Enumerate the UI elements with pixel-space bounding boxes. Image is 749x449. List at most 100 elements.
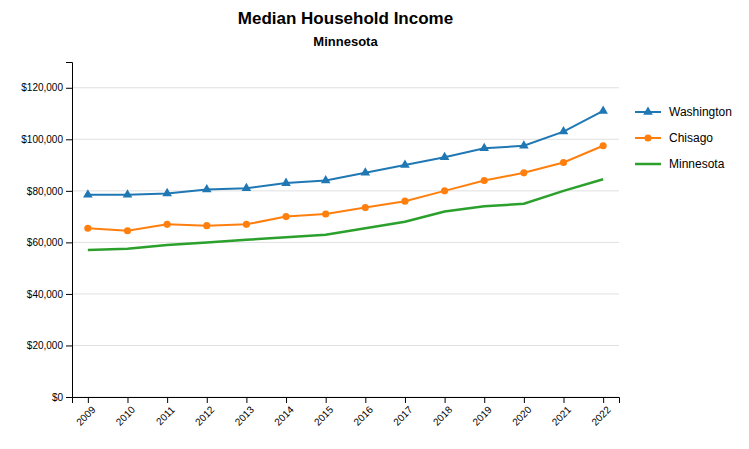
y-tick-label: $60,000: [27, 237, 64, 248]
x-tick-label: 2014: [272, 404, 296, 428]
point: [560, 159, 567, 166]
grid-line: [72, 139, 619, 140]
point: [162, 188, 172, 196]
x-tick-label: 2021: [550, 404, 574, 428]
x-tick-label: 2020: [510, 404, 534, 428]
x-tick-label: 2018: [431, 404, 455, 428]
x-tick: 2020: [510, 397, 534, 428]
grid-line: [72, 242, 619, 243]
x-tick: 2017: [391, 397, 415, 428]
x-tick: 2018: [431, 397, 455, 428]
point: [440, 152, 450, 160]
point: [362, 204, 369, 211]
x-tick-mark: [88, 397, 89, 403]
point: [203, 222, 210, 229]
point: [441, 187, 448, 194]
legend-marker: [643, 106, 653, 114]
x-tick-mark: [365, 397, 366, 403]
y-tick-label: $20,000: [27, 340, 64, 351]
y-tick-mark: [66, 345, 72, 346]
point: [520, 169, 527, 176]
point: [242, 183, 252, 191]
grid-line: [72, 87, 619, 88]
x-tick: 2022: [589, 397, 613, 428]
x-tick-mark: [326, 397, 327, 403]
legend-swatch: [635, 163, 661, 166]
point: [598, 105, 608, 113]
x-tick-mark: [207, 397, 208, 403]
legend: Washington Chisago Minnesota: [635, 105, 732, 171]
point: [400, 160, 410, 168]
legend-item: Minnesota: [635, 157, 725, 171]
y-tick-mark: [66, 191, 72, 192]
grid-line: [72, 293, 619, 294]
x-tick-mark: [246, 397, 247, 403]
x-tick-label: 2012: [193, 404, 217, 428]
x-tick: 2010: [114, 397, 138, 428]
grid: [72, 88, 619, 397]
point: [202, 184, 212, 192]
grid-line: [72, 190, 619, 191]
point: [519, 140, 529, 148]
x-tick: 2011: [154, 397, 177, 427]
y-tick-mark: [66, 294, 72, 295]
point: [123, 189, 133, 197]
x-tick: 2019: [470, 397, 494, 428]
series-line: [88, 179, 603, 250]
y-tick: $120,000: [21, 82, 72, 93]
y-tick-mark: [66, 88, 72, 89]
x-tick-label: 2009: [74, 404, 98, 428]
legend-label: Washington: [669, 105, 732, 119]
y-tick-label: $0: [52, 392, 64, 403]
title: Median Household Income: [238, 9, 453, 28]
legend-label: Minnesota: [669, 157, 725, 171]
y-tick-mark: [66, 242, 72, 243]
point: [401, 198, 408, 205]
y-tick: $80,000: [27, 186, 72, 197]
x-tick: 2014: [272, 397, 296, 428]
x-tick-mark: [445, 397, 446, 403]
point: [600, 142, 607, 149]
y-tick-label: $120,000: [21, 82, 63, 93]
y-tick-mark: [66, 139, 72, 140]
y-tick: $60,000: [27, 237, 72, 248]
x-tick-label: 2015: [312, 404, 336, 428]
x-tick-label: 2016: [351, 404, 375, 428]
point: [281, 178, 291, 186]
y-tick-label: $40,000: [27, 289, 64, 300]
y-tick: $20,000: [27, 340, 72, 351]
x-tick: 2009: [74, 397, 98, 428]
y-axis-line: [66, 63, 73, 398]
x-tick-label: 2019: [470, 404, 494, 428]
x-tick-label: 2011: [154, 404, 177, 427]
chart: Median Household Income Minnesota 2009 2010…: [0, 0, 749, 449]
x-tick: 2021: [550, 397, 574, 428]
x-tick-mark: [286, 397, 287, 403]
x-tick-mark: [405, 397, 406, 403]
subtitle: Minnesota: [313, 34, 378, 49]
x-tick: 2012: [193, 397, 217, 428]
legend-item: Washington: [635, 105, 732, 119]
y-axis: $0 $20,000 $40,000 $60,000 $80,000 $100,000 $1…: [21, 63, 72, 403]
x-tick-mark: [603, 397, 604, 403]
point: [282, 213, 289, 220]
point: [559, 126, 569, 134]
x-tick-mark: [524, 397, 525, 403]
series-line: [88, 111, 603, 195]
point: [124, 227, 131, 234]
x-axis: 2009 2010 2011 2012 2013 2014 2015 2016 2017 2018…: [73, 397, 620, 428]
grid-line: [72, 345, 619, 346]
point: [84, 225, 91, 232]
series-line: [88, 146, 603, 231]
y-tick-mark: [66, 397, 72, 398]
x-tick-mark: [484, 397, 485, 403]
x-tick-label: 2013: [233, 404, 257, 428]
point: [83, 189, 93, 197]
x-tick-label: 2022: [589, 404, 613, 428]
x-tick-label: 2010: [114, 404, 138, 428]
point: [164, 221, 171, 228]
y-tick-label: $100,000: [21, 134, 63, 145]
x-tick: 2013: [233, 397, 257, 428]
legend-item: Chisago: [635, 131, 713, 145]
legend-marker: [644, 134, 651, 141]
